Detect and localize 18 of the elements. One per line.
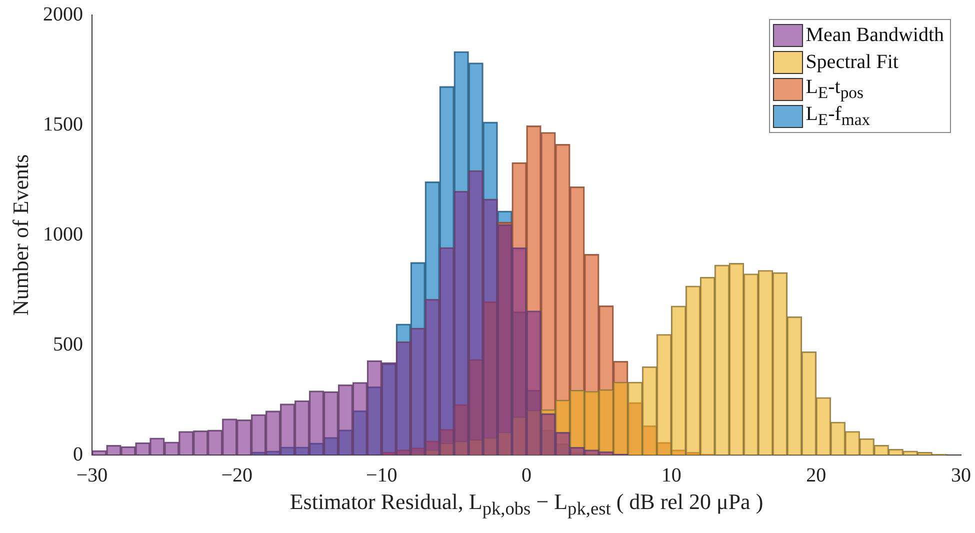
legend-label: Spectral Fit — [806, 51, 898, 74]
y-tick-label: 2000 — [43, 3, 83, 26]
legend-label: L$_{E}$-f$_{max}$ — [806, 103, 870, 130]
x-tick-label: 0 — [522, 464, 532, 486]
x-tick-label: 20 — [806, 464, 826, 486]
y-axis-title: Number of Events — [8, 153, 34, 318]
y-tick-label: 1000 — [43, 223, 83, 246]
y-tick-label: 500 — [53, 333, 83, 356]
x-tick-label: −10 — [366, 464, 398, 486]
x-tick-label: 10 — [661, 464, 682, 486]
y-tick-label: 0 — [73, 443, 83, 466]
x-tick-label: 30 — [951, 464, 971, 486]
legend-label: L$_{E}$-t$_{pos}$ — [806, 76, 864, 103]
x-tick-label: −30 — [76, 464, 108, 486]
x-tick-label: −20 — [221, 464, 252, 486]
legend-label: Mean Bandwidth — [806, 24, 944, 47]
y-tick-label: 1500 — [43, 113, 83, 136]
x-axis-title: Estimator Residual, L$_{pk,obs}$ − L$_{pk,est}$ ( dB rel 20 μPa ) — [288, 489, 764, 520]
